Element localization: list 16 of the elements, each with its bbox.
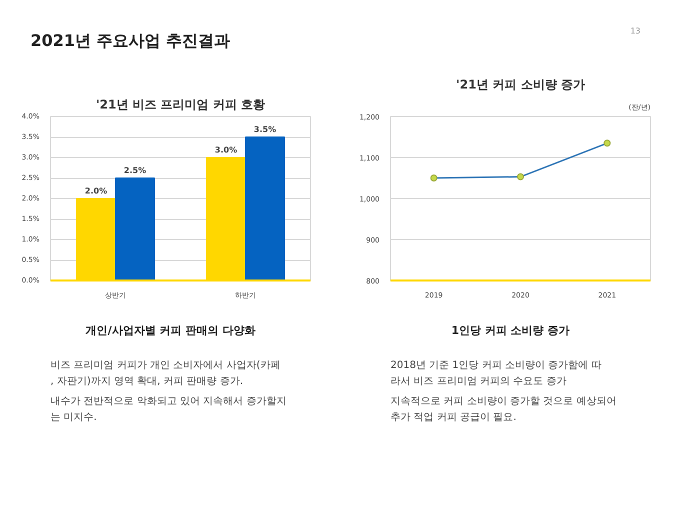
text: 2018년 기준 1인당 커피 소비량이 증가함에 따라서 비즈 프리미엄 커피의 수요도 증가 <box>390 360 602 387</box>
data-label: 2.5% <box>124 166 146 175</box>
bar <box>115 178 155 280</box>
chart-title: '21년 커피 소비량 증가 <box>456 78 585 92</box>
text: 내수가 전반적으로 악화되고 있어 지속해서 증가할지는 미지수. <box>50 396 286 423</box>
text: 1인당 커피 소비량 증가 <box>451 324 570 337</box>
data-label: 3.5% <box>254 125 276 134</box>
data-label: 2.0% <box>84 186 108 196</box>
text: 13 <box>630 26 641 36</box>
text: 비즈 프리미엄 커피가 개인 소비자에서 사업자(카페, 자판기)까지 영역 확대, 커피 판매량 증가. <box>50 360 280 387</box>
text: 개인/사업자별 커피 판매의 다양화 <box>86 324 256 337</box>
text: 지속적으로 커피 소비량이 증가할 것으로 예상되어 추가 적업 커피 공급이 필요. <box>390 396 616 423</box>
chart-title: '21년 비즈 프리미엄 커피 호황 <box>96 98 266 112</box>
data-label: 3.0% <box>214 146 238 154</box>
bar <box>245 136 285 280</box>
text: 2021년 주요사업 추진결과 <box>30 31 230 50</box>
